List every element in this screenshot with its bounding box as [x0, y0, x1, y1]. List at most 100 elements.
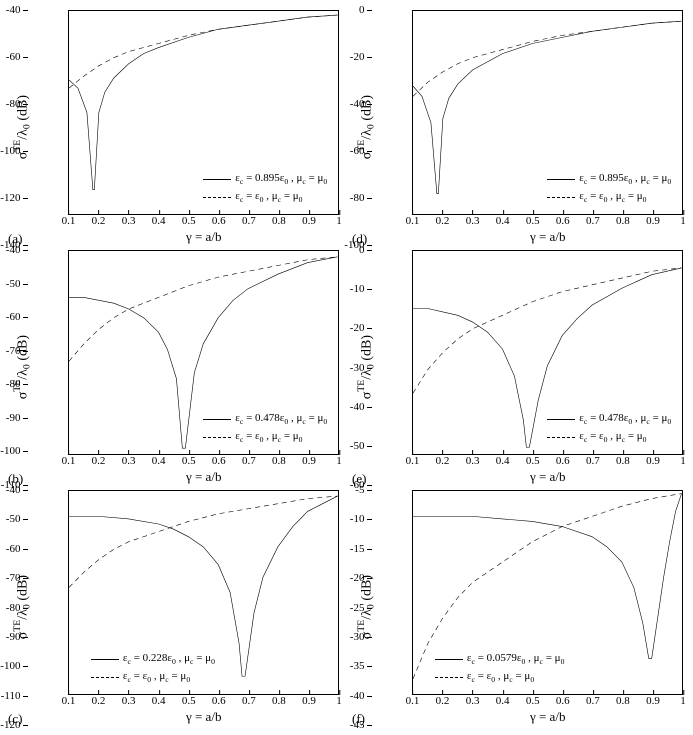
ytick: -20: [350, 322, 365, 334]
ytick: 0: [359, 4, 365, 16]
ytick: 0: [359, 244, 365, 256]
panel-e: σTE/λ0 (dB) -60-50-40-30-20-100 εc = 0.4…: [354, 250, 683, 485]
solid-curve: [413, 21, 682, 194]
xtick: 0.4: [496, 455, 510, 467]
xtick: 0.2: [92, 455, 106, 467]
xtick: 0.5: [182, 455, 196, 467]
xtick: 0.2: [436, 455, 450, 467]
xtick: 0.6: [212, 695, 226, 707]
xtick: 1: [336, 695, 342, 707]
xtick: 0.5: [182, 695, 196, 707]
legend-dash-label: εc = ε0 , μc = μ0: [579, 428, 646, 446]
plot-area: εc = 0.895ε0 , μc = μ0 εc = ε0 , μc = μ0: [412, 10, 683, 215]
ytick: -50: [350, 440, 365, 452]
xtick: 0.3: [122, 695, 136, 707]
ytick: -60: [350, 145, 365, 157]
ytick: -60: [6, 543, 21, 555]
legend: εc = 0.895ε0 , μc = μ0 εc = ε0 , μc = μ0: [547, 170, 671, 205]
xtick: 0.9: [646, 215, 660, 227]
ytick: -40: [6, 244, 21, 256]
ytick: -80: [350, 192, 365, 204]
legend: εc = 0.228ε0 , μc = μ0 εc = ε0 , μc = μ0: [91, 650, 215, 685]
legend: εc = 0.0579ε0 , μc = μ0 εc = ε0 , μc = μ…: [435, 650, 565, 685]
xlabel: γ = a/b: [412, 709, 683, 725]
xtick: 0.9: [646, 455, 660, 467]
plot-area: εc = 0.0579ε0 , μc = μ0 εc = ε0 , μc = μ…: [412, 490, 683, 695]
ytick: -40: [350, 690, 365, 702]
xtick: 0.5: [526, 695, 540, 707]
ytick: -10: [350, 283, 365, 295]
xtick: 0.9: [302, 215, 316, 227]
ytick: -80: [6, 378, 21, 390]
xtick: 0.4: [152, 695, 166, 707]
xtick: 0.7: [242, 695, 256, 707]
ytick: -50: [6, 278, 21, 290]
xtick: 0.3: [122, 455, 136, 467]
ytick: -40: [350, 98, 365, 110]
xtick: 0.9: [302, 455, 316, 467]
ytick: -35: [350, 660, 365, 672]
xtick: 1: [680, 695, 686, 707]
plot-area: εc = 0.228ε0 , μc = μ0 εc = ε0 , μc = μ0: [68, 490, 339, 695]
xtick: 0.1: [406, 215, 420, 227]
xtick: 0.1: [62, 215, 76, 227]
xtick: 0.7: [586, 455, 600, 467]
ytick: -40: [6, 4, 21, 16]
xtick: 0.3: [466, 215, 480, 227]
xtick: 0.3: [122, 215, 136, 227]
legend: εc = 0.895ε0 , μc = μ0 εc = ε0 , μc = μ0: [203, 170, 327, 205]
chart-grid: σTE/λ0 (dB) -140-120-100-80-60-40 εc = 0…: [10, 10, 683, 725]
xtick: 0.6: [212, 455, 226, 467]
xtick: 0.1: [406, 695, 420, 707]
xtick: 1: [680, 455, 686, 467]
xtick: 0.8: [616, 455, 630, 467]
plot-area: εc = 0.478ε0 , μc = μ0 εc = ε0 , μc = μ0: [68, 250, 339, 455]
xtick: 0.7: [242, 215, 256, 227]
ytick: -100: [0, 145, 20, 157]
xtick: 0.4: [152, 215, 166, 227]
ytick: -40: [6, 484, 21, 496]
xtick: 0.2: [92, 215, 106, 227]
legend-dash-label: εc = ε0 , μc = μ0: [235, 428, 302, 446]
xtick: 0.8: [272, 695, 286, 707]
ytick: -80: [6, 602, 21, 614]
ytick: -100: [0, 660, 20, 672]
legend-solid-label: εc = 0.228ε0 , μc = μ0: [123, 650, 215, 668]
xtick: 0.9: [646, 695, 660, 707]
legend-solid-label: εc = 0.478ε0 , μc = μ0: [579, 410, 671, 428]
xtick: 0.8: [616, 695, 630, 707]
xtick: 0.5: [526, 455, 540, 467]
xtick: 0.3: [466, 695, 480, 707]
plot-area: εc = 0.895ε0 , μc = μ0 εc = ε0 , μc = μ0: [68, 10, 339, 215]
ytick: -25: [350, 602, 365, 614]
legend-solid-label: εc = 0.0579ε0 , μc = μ0: [467, 650, 565, 668]
solid-curve: [69, 496, 338, 676]
legend-solid-label: εc = 0.478ε0 , μc = μ0: [235, 410, 327, 428]
ytick: -60: [6, 311, 21, 323]
ytick: -20: [350, 572, 365, 584]
xtick: 0.1: [62, 695, 76, 707]
legend-dash-label: εc = ε0 , μc = μ0: [235, 188, 302, 206]
xtick: 0.2: [436, 215, 450, 227]
ytick: -30: [350, 631, 365, 643]
ytick: -80: [6, 98, 21, 110]
ytick: -90: [6, 631, 21, 643]
ytick: -5: [355, 484, 364, 496]
dashed-curve: [69, 257, 338, 361]
ytick: -70: [6, 572, 21, 584]
panel-f: σTE/λ0 (dB) -45-40-35-30-25-20-15-10-5 ε…: [354, 490, 683, 725]
xtick: 0.6: [556, 455, 570, 467]
xtick: 0.3: [466, 455, 480, 467]
xtick: 0.1: [62, 455, 76, 467]
xtick: 1: [336, 455, 342, 467]
panel-d: σTE/λ0 (dB) -100-80-60-40-200 εc = 0.895…: [354, 10, 683, 245]
dashed-curve: [413, 268, 682, 393]
ytick: -40: [350, 401, 365, 413]
xtick: 0.4: [496, 695, 510, 707]
xtick: 0.8: [272, 215, 286, 227]
legend-dash-label: εc = ε0 , μc = μ0: [123, 668, 190, 686]
xtick: 0.1: [406, 455, 420, 467]
ytick: -100: [0, 445, 20, 457]
xlabel: γ = a/b: [68, 709, 339, 725]
xtick: 0.7: [242, 455, 256, 467]
